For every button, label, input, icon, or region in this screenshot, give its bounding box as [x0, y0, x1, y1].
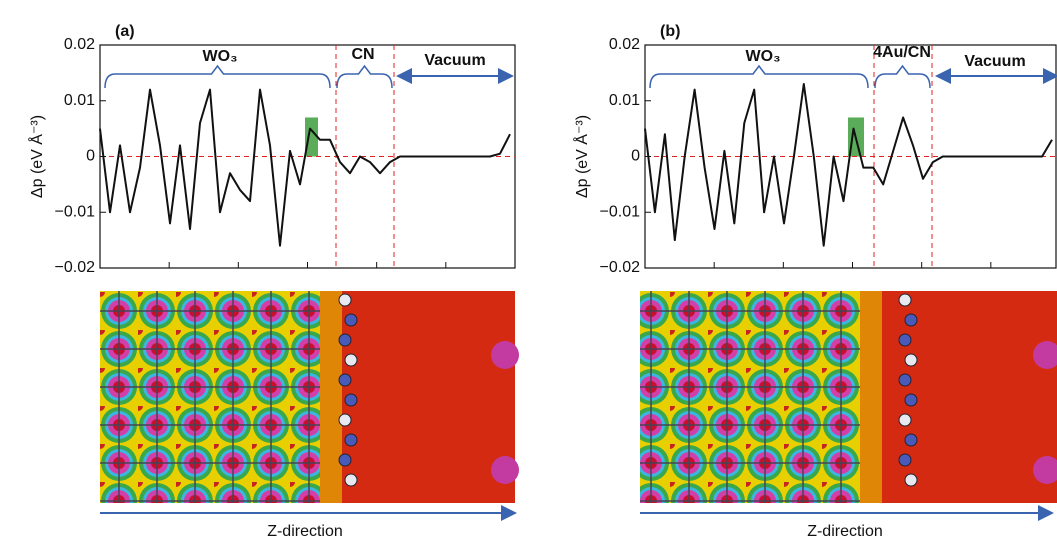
y-tick-label: −0.02: [600, 259, 641, 276]
y-tick-label: −0.01: [600, 203, 641, 220]
region-brace: [875, 66, 930, 88]
panel-label: (b): [660, 23, 680, 40]
y-tick-label: −0.01: [55, 203, 96, 220]
atom: [899, 454, 911, 466]
charge-map-edge: [860, 291, 882, 503]
atom: [345, 394, 357, 406]
atom: [905, 394, 917, 406]
atom: [345, 354, 357, 366]
y-tick-label: −0.02: [55, 259, 96, 276]
charge-map-edge: [320, 291, 342, 503]
atom: [899, 414, 911, 426]
atom: [899, 334, 911, 346]
y-tick-label: 0: [86, 148, 95, 165]
figure: −0.02 −0.01 0 0.01 0.02 Δp (eV Å⁻³) (a) WO₃ CN Va…: [0, 0, 1057, 542]
data-line: [645, 84, 1052, 246]
atom: [339, 294, 351, 306]
region-label: 4Au/CN: [873, 44, 931, 61]
atom: [345, 474, 357, 486]
x-axis-label: Z-direction: [267, 523, 343, 540]
region-brace: [105, 66, 330, 88]
y-tick-label: 0.02: [609, 36, 640, 53]
atom: [339, 374, 351, 386]
region-label: Vacuum: [424, 52, 485, 69]
atom: [905, 434, 917, 446]
atom: [345, 314, 357, 326]
region-label: WO₃: [203, 48, 238, 65]
atom: [905, 314, 917, 326]
region-label: CN: [351, 46, 374, 63]
atom: [339, 334, 351, 346]
atom: [339, 454, 351, 466]
atom: [339, 414, 351, 426]
atom: [345, 434, 357, 446]
region-label: WO₃: [746, 48, 781, 65]
atom: [899, 374, 911, 386]
region-brace: [337, 66, 392, 88]
charge-map-wo3: [100, 291, 320, 503]
y-tick-label: 0.01: [609, 92, 640, 109]
y-tick-label: 0.02: [64, 36, 95, 53]
x-axis-label: Z-direction: [807, 523, 883, 540]
atom: [905, 474, 917, 486]
atom: [899, 294, 911, 306]
y-tick-label: 0.01: [64, 92, 95, 109]
atom: [905, 354, 917, 366]
edge-feature: [491, 456, 519, 484]
region-brace: [650, 66, 868, 88]
charge-map-wo3: [640, 291, 860, 503]
y-axis-label: Δp (eV Å⁻³): [572, 115, 591, 198]
edge-feature: [491, 341, 519, 369]
y-axis-label: Δp (eV Å⁻³): [27, 115, 46, 198]
data-line: [100, 90, 510, 246]
panel-label: (a): [115, 23, 135, 40]
y-tick-label: 0: [631, 148, 640, 165]
region-label: Vacuum: [964, 53, 1025, 70]
